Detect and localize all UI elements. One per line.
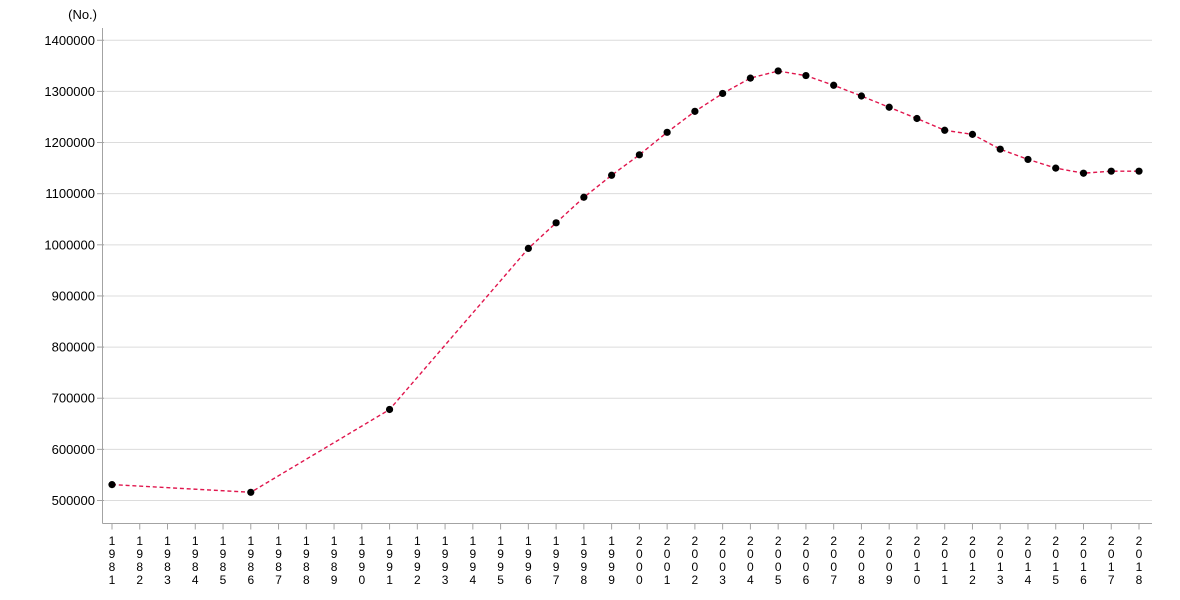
data-point-marker <box>608 171 616 179</box>
y-axis-tick-label: 500000 <box>52 493 95 508</box>
y-axis-unit-label: (No.) <box>68 7 97 22</box>
data-point-marker <box>247 488 255 496</box>
data-point-marker <box>719 89 727 98</box>
y-axis-tick-label: 1000000 <box>44 237 95 252</box>
data-point-marker <box>1079 169 1088 177</box>
data-point-marker <box>580 193 588 201</box>
data-point-marker <box>941 126 949 134</box>
y-axis-tick-label: 1200000 <box>44 135 95 150</box>
data-point-marker <box>830 81 838 89</box>
y-axis-tick-label: 1100000 <box>45 186 95 201</box>
y-axis-ticks-group: 500000 600000 700000 800000 900000 1000000 110… <box>44 33 104 508</box>
y-axis-tick-label: 900000 <box>52 288 95 303</box>
data-point-marker <box>385 405 394 414</box>
y-axis-tick-label: 600000 <box>52 442 95 457</box>
data-point-marker <box>913 114 921 123</box>
data-point-marker <box>1135 167 1143 175</box>
data-point-marker <box>746 74 755 82</box>
series-line <box>111 70 1139 494</box>
data-point-marker <box>968 130 977 138</box>
data-point-marker <box>524 244 532 252</box>
data-point-marker <box>885 103 893 111</box>
x-axis-ticks-group: 1 9 8 1 1 9 8 2 1 9 8 3 1 9 8 4 1 9 8 5 1 9 8 6 1 9 8 7 1 9 8 8 1 9 8 9 1 9 9 0… <box>109 523 1143 587</box>
gridlines-group <box>102 39 1152 501</box>
axes-group <box>102 28 1152 524</box>
data-point-marker <box>108 481 116 489</box>
y-axis-tick-label: 700000 <box>52 391 95 406</box>
data-point-marker <box>802 71 810 80</box>
data-point-marker <box>996 145 1004 153</box>
data-point-marker <box>857 92 866 100</box>
data-point-marker <box>552 219 560 227</box>
data-point-marker <box>691 107 699 115</box>
data-point-marker <box>1107 167 1115 175</box>
y-axis-tick-label: 800000 <box>52 340 95 355</box>
data-point-marker <box>635 151 643 159</box>
y-axis-tick-label: 1400000 <box>44 33 95 48</box>
data-point-marker <box>1024 155 1032 164</box>
data-point-marker <box>1052 164 1060 172</box>
y-axis-tick-label: 1300000 <box>44 84 95 99</box>
data-point-marker <box>774 67 782 75</box>
data-point-marker <box>663 128 671 136</box>
data-series-group <box>108 67 1143 496</box>
